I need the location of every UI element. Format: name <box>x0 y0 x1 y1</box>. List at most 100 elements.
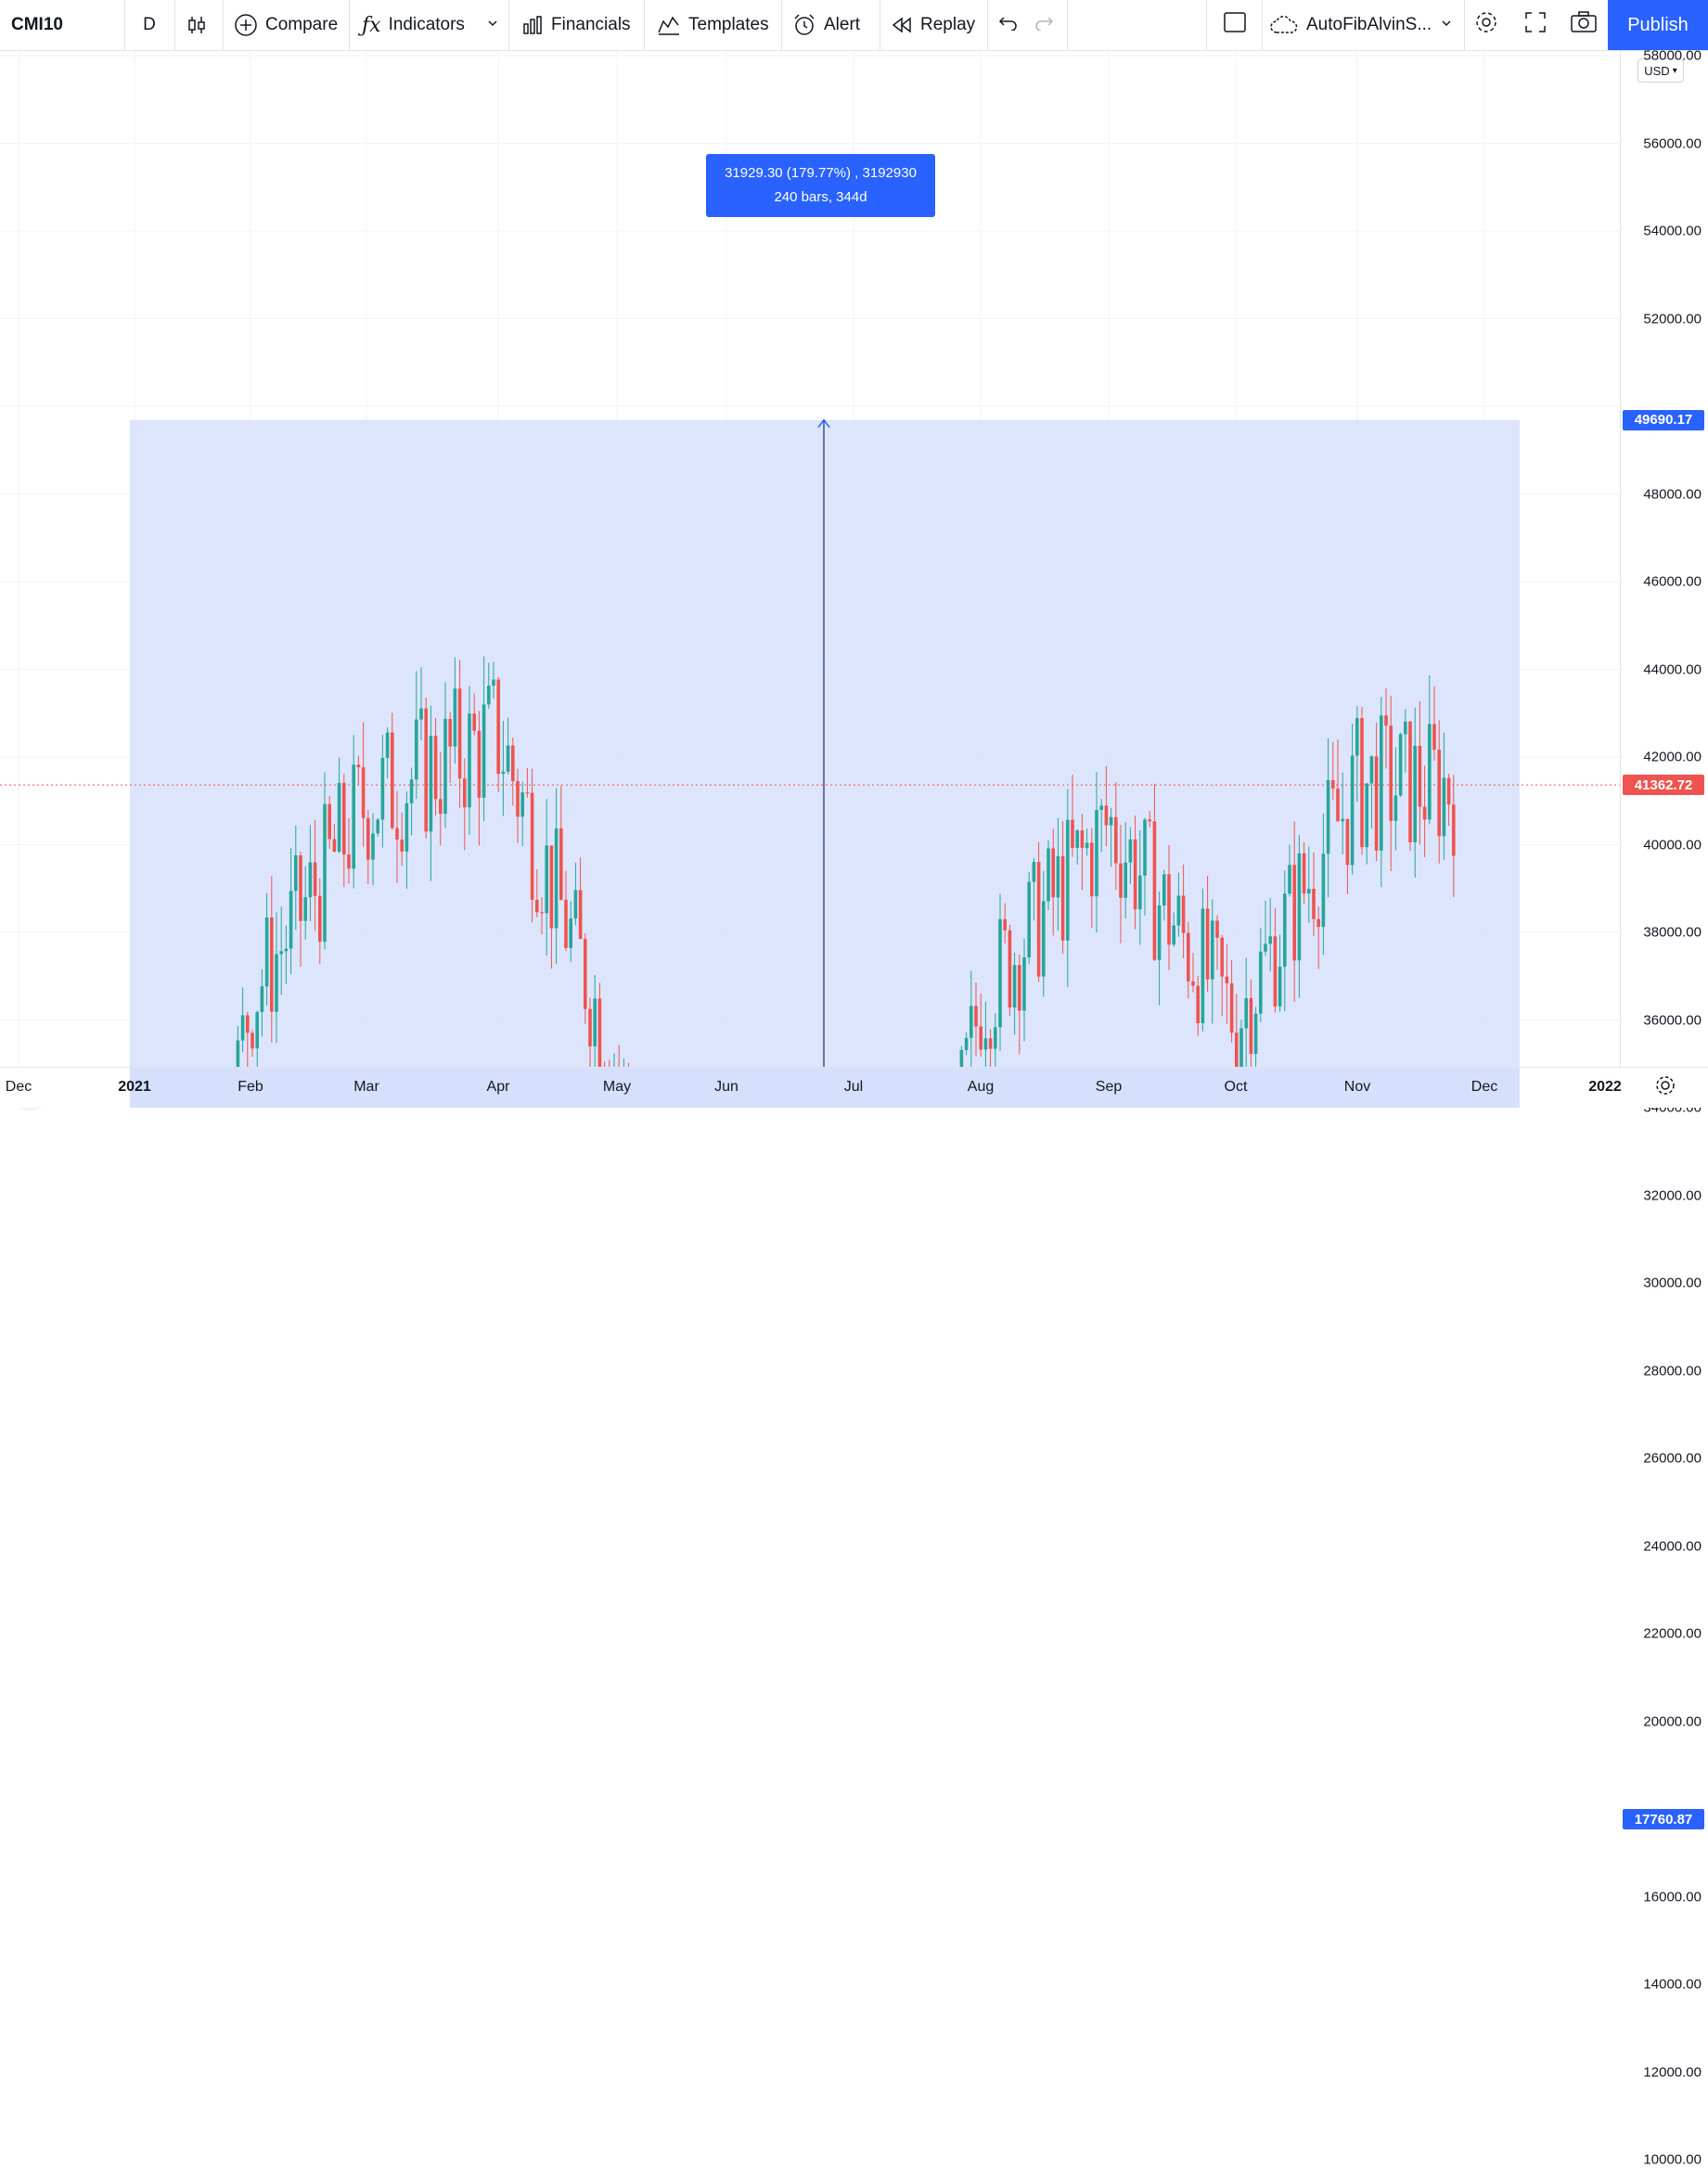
price-tick-label: 40000.00 <box>1643 837 1702 853</box>
time-tick-label: Mar <box>353 1079 379 1095</box>
camera-icon <box>1570 10 1598 40</box>
layout-dropdown[interactable] <box>1440 0 1453 50</box>
candle-body <box>1032 862 1036 882</box>
candle-body <box>487 686 491 705</box>
price-tick-label: 12000.00 <box>1643 2064 1702 2080</box>
candle-body <box>964 1037 969 1050</box>
symbol-search[interactable]: CMI10 <box>11 0 63 50</box>
indicators-dropdown[interactable] <box>486 0 499 50</box>
publish-button[interactable]: Publish <box>1608 0 1708 50</box>
candle-body <box>1264 943 1267 952</box>
candle-body <box>439 799 443 815</box>
price-tick-label: 16000.00 <box>1643 1889 1702 1905</box>
time-tick-label: Oct <box>1224 1079 1248 1095</box>
candle-body <box>1380 715 1383 851</box>
chart-settings-button[interactable] <box>1653 1073 1677 1102</box>
candle-body <box>1389 725 1393 821</box>
candle-body <box>1326 779 1330 854</box>
square-icon <box>1223 10 1247 40</box>
candle-body <box>1336 789 1340 822</box>
indicators-label: Indicators <box>388 15 465 34</box>
candle-body <box>1413 745 1417 842</box>
top-toolbar: CMI10 D Compare ƒx Indicators Financials… <box>0 0 1708 51</box>
candle-body <box>313 862 317 896</box>
candle-body <box>1398 734 1403 796</box>
candle-body <box>376 819 379 834</box>
candle-body <box>994 1027 997 1049</box>
replay-button[interactable]: Replay <box>891 0 975 50</box>
chart-pane[interactable]: 31929.30 (179.77%) , 3192930 240 bars, 3… <box>0 51 1620 1109</box>
candle-body <box>1027 881 1031 958</box>
alert-button[interactable]: Alert <box>792 0 860 50</box>
snapshot-button[interactable] <box>1570 0 1598 50</box>
candle-body <box>1162 874 1166 905</box>
candle-body <box>511 745 515 781</box>
price-tick-label: 54000.00 <box>1643 223 1702 239</box>
price-scale[interactable]: USD ▾ 58000.00 56000.00 54000.00 52000.00 480… <box>1620 48 1708 2168</box>
templates-label: Templates <box>688 15 769 34</box>
candle-body <box>1345 818 1350 866</box>
candle-body <box>1442 777 1446 837</box>
compare-button[interactable]: Compare <box>234 0 338 50</box>
candle-body <box>1172 925 1175 945</box>
candle-body <box>1292 865 1296 961</box>
financials-label: Financials <box>551 15 631 34</box>
interval-button[interactable]: D <box>137 0 161 50</box>
candle-body <box>472 713 476 731</box>
candle-body <box>1080 830 1085 849</box>
candle-body <box>1422 806 1427 820</box>
candle-body <box>405 802 409 852</box>
candle-body <box>1090 842 1094 897</box>
measure-line-2: 240 bars, 344d <box>774 189 867 205</box>
candle-body <box>1350 755 1355 866</box>
gear-icon <box>1473 9 1499 41</box>
chevron-down-icon <box>486 15 499 35</box>
candle-body <box>1446 777 1451 805</box>
price-chart[interactable] <box>0 51 1620 1067</box>
compare-label: Compare <box>265 15 339 34</box>
fullscreen-button[interactable] <box>1523 0 1547 50</box>
candle-body <box>1104 805 1109 826</box>
candle-body <box>1075 830 1079 848</box>
candle-body <box>318 895 322 943</box>
candle-body <box>1056 855 1060 898</box>
layout-name-button[interactable]: AutoFibAlvinS... <box>1269 0 1432 50</box>
alert-label: Alert <box>824 15 861 34</box>
time-axis[interactable]: Dec 2021 Feb Mar Apr May Jun Jul Aug Sep Oct Nov Dec… <box>0 1067 1708 1108</box>
time-tick-label: Feb <box>238 1079 263 1095</box>
price-tick-label: 44000.00 <box>1643 661 1702 677</box>
financials-button[interactable]: Financials <box>521 0 631 50</box>
candle-body <box>424 708 428 832</box>
candle-body <box>380 757 385 820</box>
candle-body <box>1432 724 1436 750</box>
time-tick-label: 2022 <box>1588 1079 1622 1095</box>
candle-body <box>496 679 500 775</box>
candle-body <box>1244 997 1248 1029</box>
candle-body <box>1302 853 1306 894</box>
candle-body <box>1201 908 1205 1024</box>
candle-body <box>545 845 548 914</box>
settings-button[interactable] <box>1473 0 1499 50</box>
candle-body <box>1355 718 1359 756</box>
chart-type-button[interactable] <box>186 0 215 50</box>
publish-label: Publish <box>1627 14 1689 35</box>
undo-button[interactable] <box>998 0 1019 50</box>
candle-body <box>1283 893 1287 968</box>
templates-button[interactable]: Templates <box>657 0 769 50</box>
layout-toggle-button[interactable] <box>1223 0 1247 50</box>
indicators-button[interactable]: ƒx Indicators <box>362 0 465 50</box>
currency-selector[interactable]: USD ▾ <box>1637 58 1684 83</box>
candle-body <box>303 897 307 921</box>
candle-body <box>1437 750 1441 837</box>
candle-body <box>1321 853 1326 928</box>
chevron-down-icon: ▾ <box>1672 65 1677 76</box>
candle-body <box>366 817 370 860</box>
candle-body <box>347 854 351 869</box>
time-tick-label: Sep <box>1095 1079 1123 1095</box>
candle-body <box>1022 957 1026 1011</box>
candle-body <box>448 718 452 747</box>
candles-icon <box>186 14 208 36</box>
redo-button[interactable] <box>1034 0 1054 50</box>
candle-body <box>409 779 414 803</box>
price-tag-high: 49690.17 <box>1623 409 1704 430</box>
